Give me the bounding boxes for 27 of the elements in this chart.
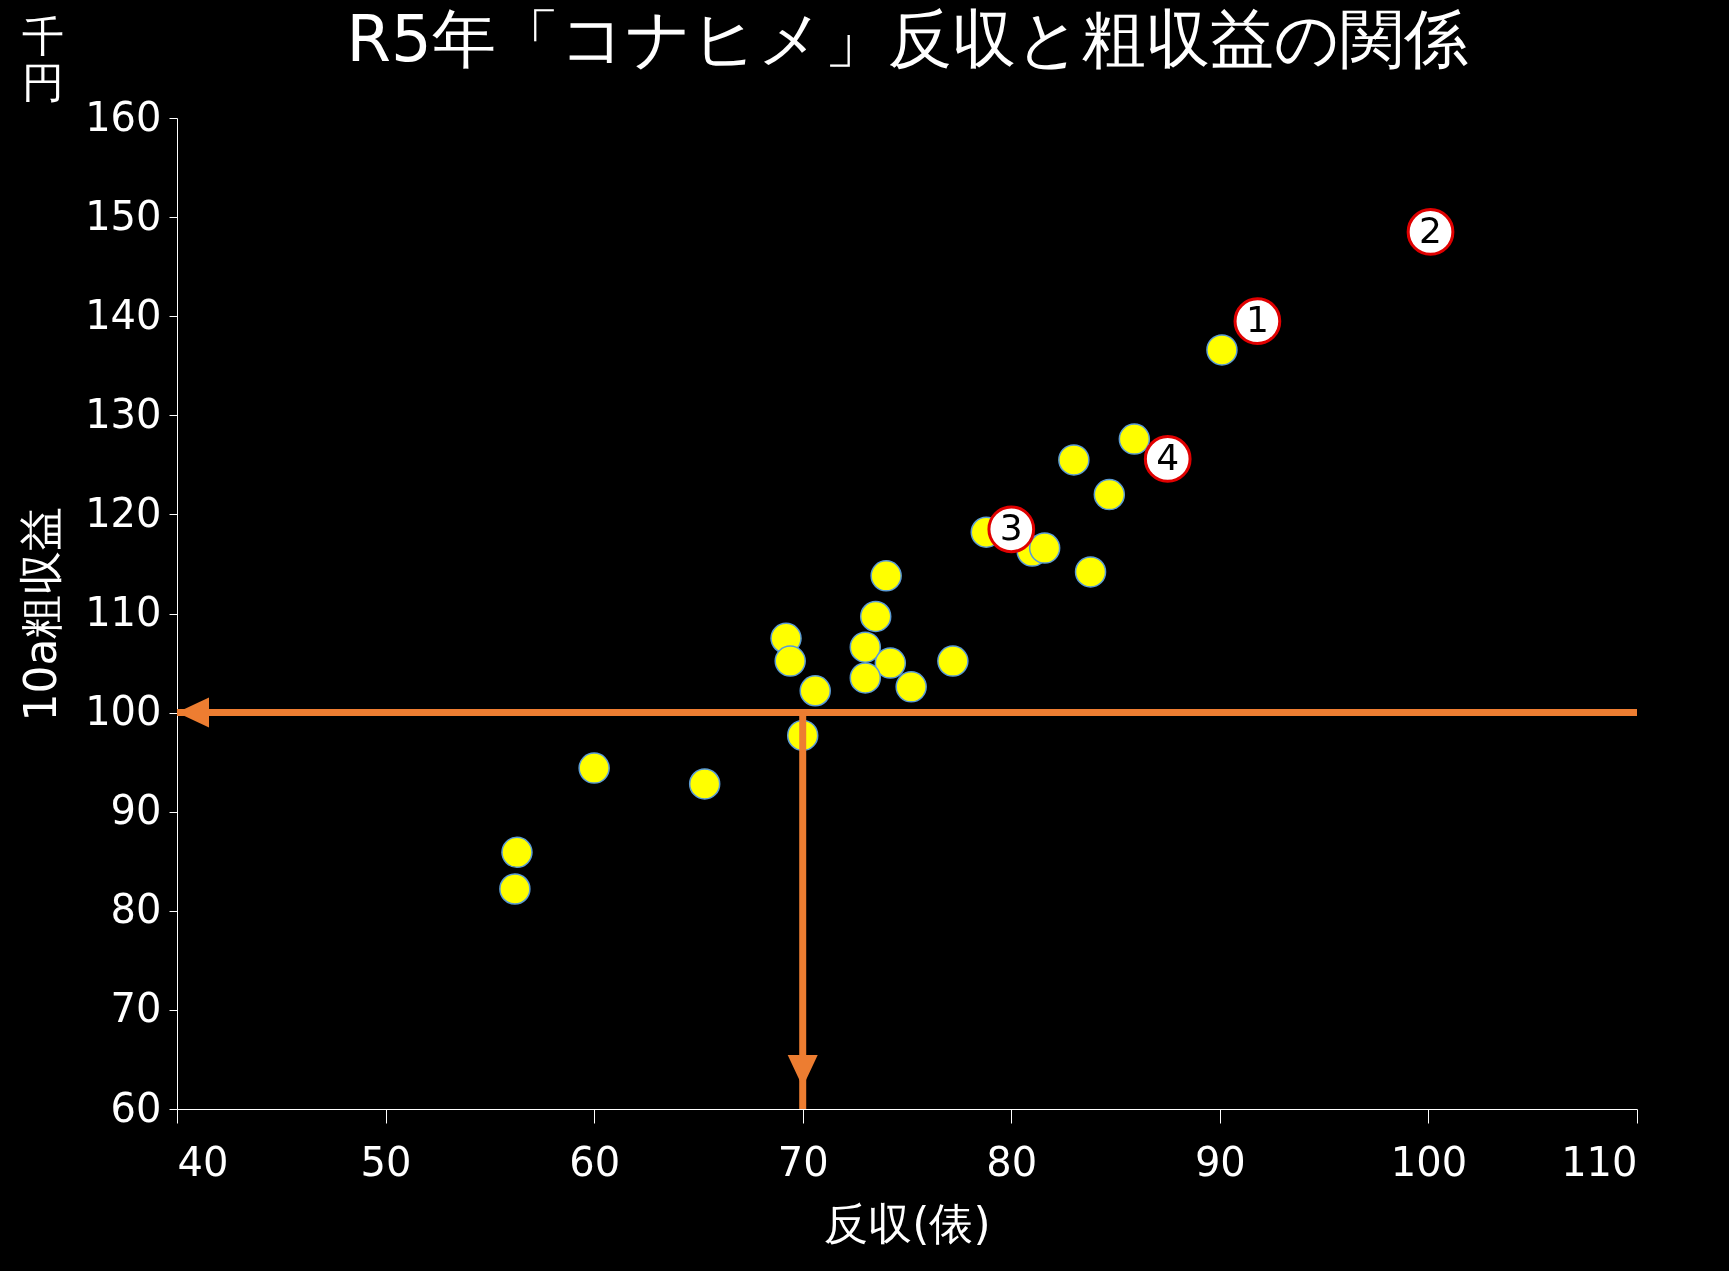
y-tick-label: 110 (85, 589, 162, 635)
x-axis-title: 反収(俵) (824, 1197, 991, 1249)
y-tick-label: 140 (85, 291, 162, 338)
series-label: 3 (999, 507, 1023, 549)
y-tick-label: 60 (110, 1084, 162, 1131)
x-tick-label: 100 (1390, 1138, 1468, 1185)
x-tick-label: 110 (1561, 1138, 1638, 1185)
y-tick-label: 130 (85, 390, 162, 437)
x-tick-label: 90 (1194, 1138, 1246, 1185)
x-tick-label: 50 (360, 1138, 412, 1185)
y-axis-title: 10a粗収益 (15, 506, 67, 722)
series-label: 4 (1156, 436, 1180, 478)
y-tick-label: 80 (110, 886, 162, 933)
x-tick-label: 80 (986, 1138, 1038, 1185)
y-tick-label: 100 (85, 688, 162, 735)
y-tick-label: 160 (85, 93, 162, 140)
chart-title: R5年「コナヒメ」反収と粗収益の関係 (346, 2, 1468, 76)
x-tick-label: 40 (177, 1138, 229, 1185)
x-tick-label: 60 (569, 1138, 621, 1185)
series-label: 2 (1419, 209, 1442, 251)
y-tick-label: 120 (85, 489, 162, 536)
series-label: 1 (1245, 299, 1269, 341)
y-tick-label: 90 (110, 787, 162, 834)
x-tick-label: 70 (777, 1138, 829, 1185)
y-tick-label: 150 (85, 192, 162, 239)
y-tick-label: 70 (110, 985, 162, 1032)
text: 千円 (22, 12, 64, 107)
